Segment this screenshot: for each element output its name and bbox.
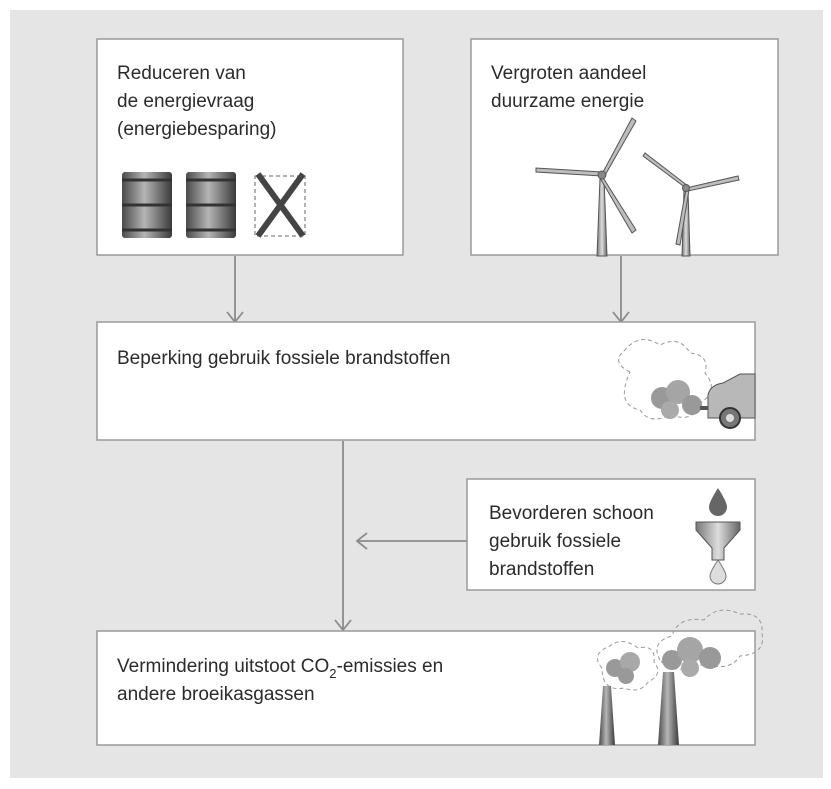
box-text: gebruik fossiele <box>489 531 621 552</box>
text-part: Vermindering uitstoot CO <box>117 656 329 677</box>
car-exhaust-icon <box>618 339 756 429</box>
box-text: Beperking gebruik fossiele brandstoffen <box>117 348 450 369</box>
box <box>96 321 756 441</box>
box-text: duurzame energie <box>491 91 644 112</box>
subscript: 2 <box>329 666 336 681</box>
box <box>96 630 756 746</box>
barrel-icons <box>122 172 306 238</box>
chimney-icons <box>597 609 764 745</box>
box-text: brandstoffen <box>489 559 594 580</box>
arrow <box>355 532 467 550</box>
box-text: de energievraag <box>117 91 254 112</box>
wind-turbine-icons <box>535 117 740 257</box>
text-part: -emissies en <box>337 656 444 677</box>
box-text: Reduceren van <box>117 63 246 84</box>
funnel-icon <box>695 488 741 585</box>
box-text: Vermindering uitstoot CO2-emissies en <box>117 656 443 681</box>
box-text: Vergroten aandeel <box>491 63 646 84</box>
arrow <box>334 441 352 632</box>
box-text: (energiebesparing) <box>117 119 277 140</box>
box-text: andere broeikasgassen <box>117 684 315 705</box>
box-text: Bevorderen schoon <box>489 503 654 524</box>
